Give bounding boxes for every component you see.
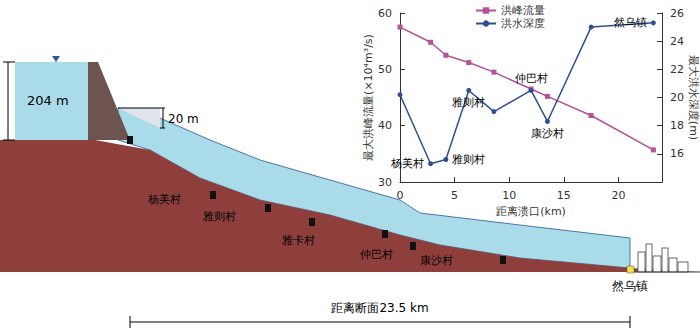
svg-text:雅卡村: 雅卡村 — [282, 234, 315, 247]
svg-text:20: 20 — [670, 91, 684, 104]
svg-text:5: 5 — [451, 189, 458, 202]
svg-text:雅则村: 雅则村 — [452, 153, 485, 166]
svg-text:60: 60 — [378, 7, 392, 20]
svg-text:康沙村: 康沙村 — [420, 254, 453, 267]
svg-text:仲巴村: 仲巴村 — [515, 72, 548, 85]
svg-text:20 m: 20 m — [168, 112, 199, 126]
svg-text:康沙村: 康沙村 — [531, 127, 564, 140]
svg-text:距离断面23.5 km: 距离断面23.5 km — [331, 301, 428, 315]
svg-text:最大洪水深度(m): 最大洪水深度(m) — [687, 55, 700, 140]
svg-text:26: 26 — [670, 7, 684, 20]
svg-text:然乌镇: 然乌镇 — [614, 16, 647, 29]
svg-text:15: 15 — [557, 189, 571, 202]
svg-text:20: 20 — [611, 189, 625, 202]
svg-text:30: 30 — [378, 176, 392, 189]
svg-text:距离溃口(km): 距离溃口(km) — [496, 205, 566, 218]
svg-text:50: 50 — [378, 63, 392, 76]
svg-text:杨美村: 杨美村 — [147, 193, 181, 206]
svg-text:0: 0 — [397, 189, 404, 202]
svg-text:24: 24 — [670, 35, 684, 48]
svg-text:18: 18 — [670, 119, 684, 132]
svg-text:10: 10 — [502, 189, 516, 202]
svg-text:最大洪峰流量(×10⁴m³/s): 最大洪峰流量(×10⁴m³/s) — [362, 34, 375, 161]
svg-text:16: 16 — [670, 147, 684, 160]
svg-text:雅则村: 雅则村 — [452, 96, 485, 109]
svg-text:雅则村: 雅则村 — [203, 210, 236, 223]
svg-text:杨美村: 杨美村 — [390, 157, 424, 170]
svg-text:40: 40 — [378, 119, 392, 132]
svg-text:洪水深度: 洪水深度 — [501, 17, 545, 30]
svg-text:仲巴村: 仲巴村 — [360, 248, 393, 261]
svg-text:洪峰流量: 洪峰流量 — [501, 4, 545, 17]
svg-text:22: 22 — [670, 63, 684, 76]
svg-text:204 m: 204 m — [27, 93, 69, 108]
svg-text:然乌镇: 然乌镇 — [612, 279, 648, 293]
